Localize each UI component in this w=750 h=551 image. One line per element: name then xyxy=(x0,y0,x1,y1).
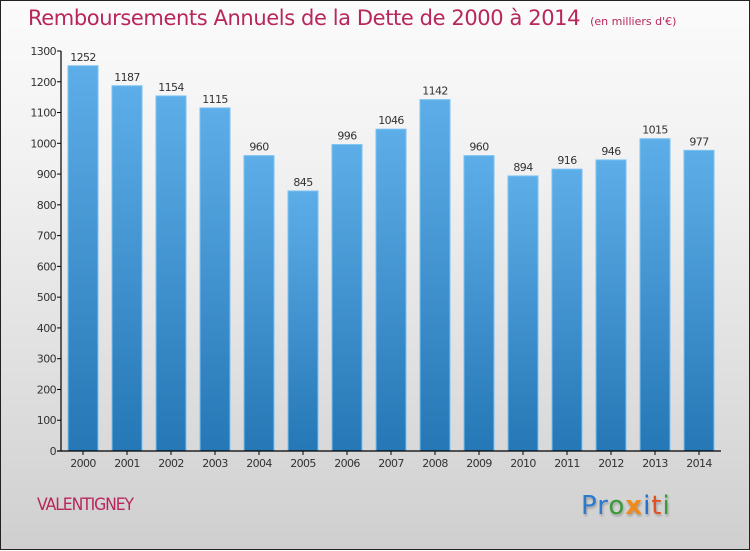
logo-letter: o xyxy=(608,491,626,521)
data-label-2014: 977 xyxy=(689,135,709,148)
y-tick-label-600: 600 xyxy=(37,260,57,273)
data-label-2013: 1015 xyxy=(642,124,668,137)
x-tick-label-2014: 2014 xyxy=(686,457,712,470)
y-axis: 0 100 200 300 400 500 600 700 800 900 1000 1100 1200… xyxy=(30,45,62,458)
y-tick-label-400: 400 xyxy=(37,322,57,335)
city-name: VALENTIGNEY xyxy=(37,495,134,515)
x-tick-label-2004: 2004 xyxy=(246,457,272,470)
bar-2008 xyxy=(419,99,451,452)
logo-letter: r xyxy=(597,491,609,521)
data-label-2000: 1252 xyxy=(70,51,96,64)
bar-2013 xyxy=(639,138,671,452)
logo-letter: i xyxy=(643,491,652,521)
y-tick-label-1200: 1200 xyxy=(30,76,56,89)
bar-2007 xyxy=(375,128,407,452)
data-label-2006: 996 xyxy=(337,130,357,143)
chart-title-block: Remboursements Annuels de la Dette de 20… xyxy=(28,6,676,30)
logo-letter: t xyxy=(651,491,663,521)
data-label-2011: 916 xyxy=(557,154,577,167)
bar-2004 xyxy=(243,155,275,452)
data-label-2002: 1154 xyxy=(158,81,184,94)
y-tick-label-100: 100 xyxy=(37,414,57,427)
y-tick-label-500: 500 xyxy=(37,291,57,304)
data-label-2005: 845 xyxy=(293,176,313,189)
bar-2014 xyxy=(683,149,715,452)
x-tick-label-2007: 2007 xyxy=(378,457,404,470)
y-tick-label-200: 200 xyxy=(37,383,57,396)
x-tick-label-2003: 2003 xyxy=(202,457,228,470)
data-label-2001: 1187 xyxy=(114,71,140,84)
x-tick-label-2005: 2005 xyxy=(290,457,316,470)
data-label-2007: 1046 xyxy=(378,114,404,127)
x-tick-label-2000: 2000 xyxy=(70,457,96,470)
bar-2009 xyxy=(463,155,495,452)
bar-2003 xyxy=(199,107,231,452)
bar-2006 xyxy=(331,144,363,452)
x-tick-label-2001: 2001 xyxy=(114,457,140,470)
bars-group: 1252 1187 1154 1115 960 845 996 1046 1142 960 894 9… xyxy=(67,51,715,452)
y-tick-label-900: 900 xyxy=(37,168,57,181)
x-tick-label-2009: 2009 xyxy=(466,457,492,470)
y-tick-label-0: 0 xyxy=(50,445,57,458)
x-tick-label-2012: 2012 xyxy=(598,457,624,470)
y-tick-label-1000: 1000 xyxy=(30,137,56,150)
bar-2000 xyxy=(67,65,99,452)
logo-letter: P xyxy=(581,491,598,521)
data-label-2004: 960 xyxy=(249,141,269,154)
data-label-2010: 894 xyxy=(513,161,533,174)
x-axis: 2000 2001 2002 2003 2004 2005 2006 2007 2008 2009… xyxy=(57,450,721,470)
y-tick-label-700: 700 xyxy=(37,230,57,243)
chart-subtitle: (en milliers d'€) xyxy=(590,15,677,28)
data-label-2009: 960 xyxy=(469,141,489,154)
bar-2001 xyxy=(111,85,143,452)
y-tick-label-1100: 1100 xyxy=(30,107,56,120)
y-tick-label-300: 300 xyxy=(37,353,57,366)
bar-2011 xyxy=(551,168,583,452)
bar-2005 xyxy=(287,190,319,452)
data-label-2008: 1142 xyxy=(422,85,448,98)
bar-2012 xyxy=(595,159,627,452)
bar-2010 xyxy=(507,175,539,452)
x-tick-label-2002: 2002 xyxy=(158,457,184,470)
data-label-2012: 946 xyxy=(601,145,621,158)
logo-letter: x xyxy=(625,491,644,521)
chart-title: Remboursements Annuels de la Dette de 20… xyxy=(28,6,581,30)
logo-letter: i xyxy=(662,491,671,521)
y-tick-label-1300: 1300 xyxy=(30,45,56,58)
x-tick-label-2010: 2010 xyxy=(510,457,536,470)
x-tick-label-2011: 2011 xyxy=(554,457,580,470)
x-tick-label-2013: 2013 xyxy=(642,457,668,470)
x-tick-label-2008: 2008 xyxy=(422,457,448,470)
bar-2002 xyxy=(155,95,187,452)
x-tick-label-2006: 2006 xyxy=(334,457,360,470)
proxiti-logo[interactable]: Proxiti xyxy=(581,491,671,521)
y-tick-label-800: 800 xyxy=(37,199,57,212)
data-label-2003: 1115 xyxy=(202,93,228,106)
